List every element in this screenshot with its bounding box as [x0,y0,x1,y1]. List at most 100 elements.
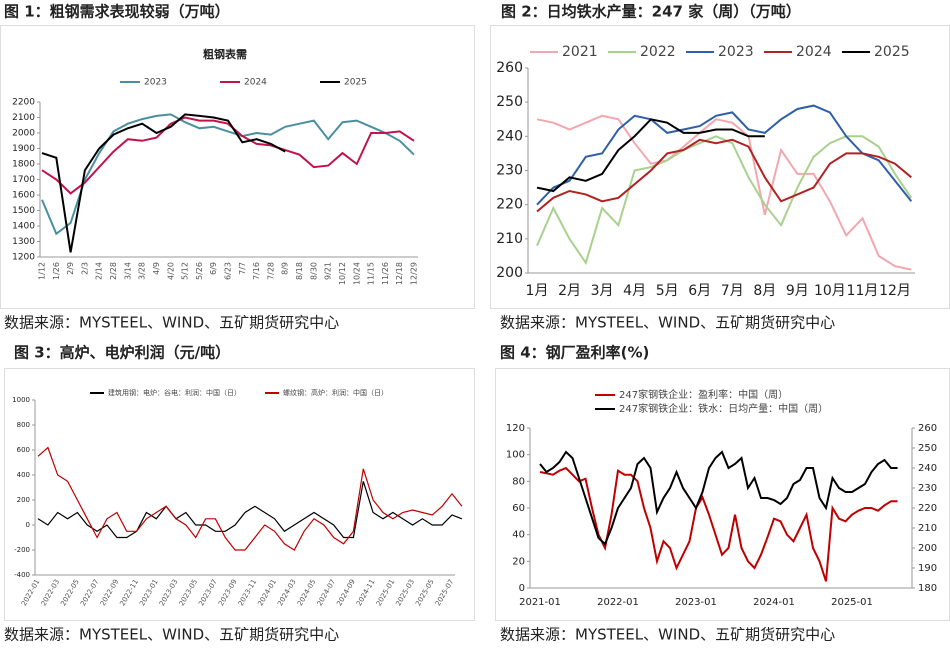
source-note: 数据来源：MYSTEEL、WIND、五矿期货研究中心 [4,626,339,644]
x-tick-label: 12月 [879,283,911,299]
x-tick-label: 2024-07 [316,578,338,607]
x-tick-label: 2023-03 [158,578,180,607]
y-tick-label: -200 [14,546,30,554]
y-tick-label: 120 [506,423,525,434]
series-line [536,138,912,213]
x-tick-label: 2022-01 [597,597,639,608]
y2-tick-label: 210 [918,523,937,534]
chart-title: 粗钢表需 [203,47,247,61]
series-line [37,446,463,551]
y-tick-label: 200 [496,265,523,281]
x-tick-label: 2023-05 [178,578,200,607]
x-tick-label: 2月 [558,283,581,299]
x-tick-label: 3月 [591,283,614,299]
panel-frame [490,25,950,309]
legend-label: 建筑用钢：电炉：谷电：利润：中国（日） [108,388,241,397]
x-tick-label: 5/26 [195,262,204,280]
x-tick-label: 2024-05 [296,578,318,607]
x-tick-label: 2022-11 [118,578,140,607]
figure-title: 图 3：高炉、电炉利润（元/吨） [14,344,230,362]
y-tick-label: 2200 [12,98,35,108]
legend-label: 2025 [344,78,367,88]
legend-label: 螺纹钢：高炉：利润：中国（日） [283,388,388,397]
series-line [536,118,765,193]
x-tick-label: 12/18 [395,262,404,285]
series-line [37,481,463,539]
x-tick-label: 2024-09 [335,578,357,607]
series-line [41,113,286,253]
y2-tick-label: 260 [918,423,937,434]
legend-label: 2024 [244,78,267,88]
y-tick-label: 0 [26,521,30,529]
x-tick-label: 2023-07 [197,578,219,607]
x-tick-label: 4月 [623,283,646,299]
panel-frame [0,25,475,309]
y-tick-label: 230 [496,163,523,179]
y-tick-label: 600 [17,446,30,454]
x-tick-label: 11/15 [367,262,376,285]
panel-frame [4,368,475,621]
y-tick-label: 1000 [12,396,30,404]
y-tick-label: 2000 [12,129,35,139]
x-tick-label: 11/26 [381,262,390,285]
legend-label: 2025 [874,44,910,60]
x-tick-label: 2024-11 [355,578,377,607]
x-tick-label: 12/29 [410,262,419,285]
x-tick-label: 9月 [786,283,809,299]
x-tick-label: 2025-01 [375,578,397,607]
x-tick-label: 4/9 [152,262,161,275]
y-tick-label: 200 [17,496,30,504]
y-tick-label: 1200 [12,253,35,263]
x-tick-label: 2023-11 [237,578,259,607]
x-tick-label: 3/14 [123,262,132,280]
x-tick-label: 10/24 [352,262,361,285]
legend-label: 2024 [796,44,832,60]
x-tick-label: 8/9 [281,262,290,275]
y-tick-label: 260 [496,60,523,76]
x-tick-label: 11月 [847,283,879,299]
x-tick-label: 7月 [721,283,744,299]
x-tick-label: 8月 [753,283,776,299]
x-tick-label: 2022-05 [59,578,81,607]
y-tick-label: 40 [512,530,525,541]
legend-label: 247家钢铁企业：盈利率：中国（周） [619,388,788,401]
y2-tick-label: 220 [918,503,937,514]
x-tick-label: 2024-01 [256,578,278,607]
x-tick-label: 2/28 [109,262,118,280]
y-tick-label: 240 [496,128,523,144]
x-tick-label: 2022-09 [99,578,121,607]
x-tick-label: 7/7 [238,262,247,275]
y-tick-label: 1800 [12,160,35,170]
series-line [536,135,913,266]
series-line [536,114,912,271]
series-line [539,450,898,546]
x-tick-label: 3/28 [138,262,147,280]
x-tick-label: 2025-07 [434,578,456,607]
y-tick-label: 2100 [12,113,35,123]
y-tick-label: 400 [17,471,30,479]
x-tick-label: 7/16 [252,262,261,280]
x-tick-label: 2021-01 [519,597,561,608]
x-tick-label: 5月 [656,283,679,299]
x-tick-label: 10/12 [338,262,347,285]
y-tick-label: 1700 [12,175,35,185]
x-tick-label: 6/9 [209,262,218,275]
x-tick-label: 2023-09 [217,578,239,607]
figure-title: 图 4：钢厂盈利率(%) [500,344,649,362]
x-tick-label: 2/9 [66,262,75,275]
x-tick-label: 7/28 [266,262,275,280]
x-tick-label: 2/14 [95,262,104,280]
y2-tick-label: 250 [918,443,937,454]
x-tick-label: 4/20 [166,262,175,280]
x-tick-label: 5/12 [181,262,190,280]
y-tick-label: 20 [512,556,525,567]
y-tick-label: 1900 [12,144,35,154]
x-tick-label: 9/21 [324,262,333,280]
x-tick-label: 6月 [688,283,711,299]
y2-tick-label: 200 [918,543,937,554]
y2-tick-label: 230 [918,483,937,494]
y-tick-label: 1300 [12,237,35,247]
x-tick-label: 2022-03 [40,578,62,607]
figure-title: 图 2：日均铁水产量：247 家（周）（万吨） [501,3,801,21]
